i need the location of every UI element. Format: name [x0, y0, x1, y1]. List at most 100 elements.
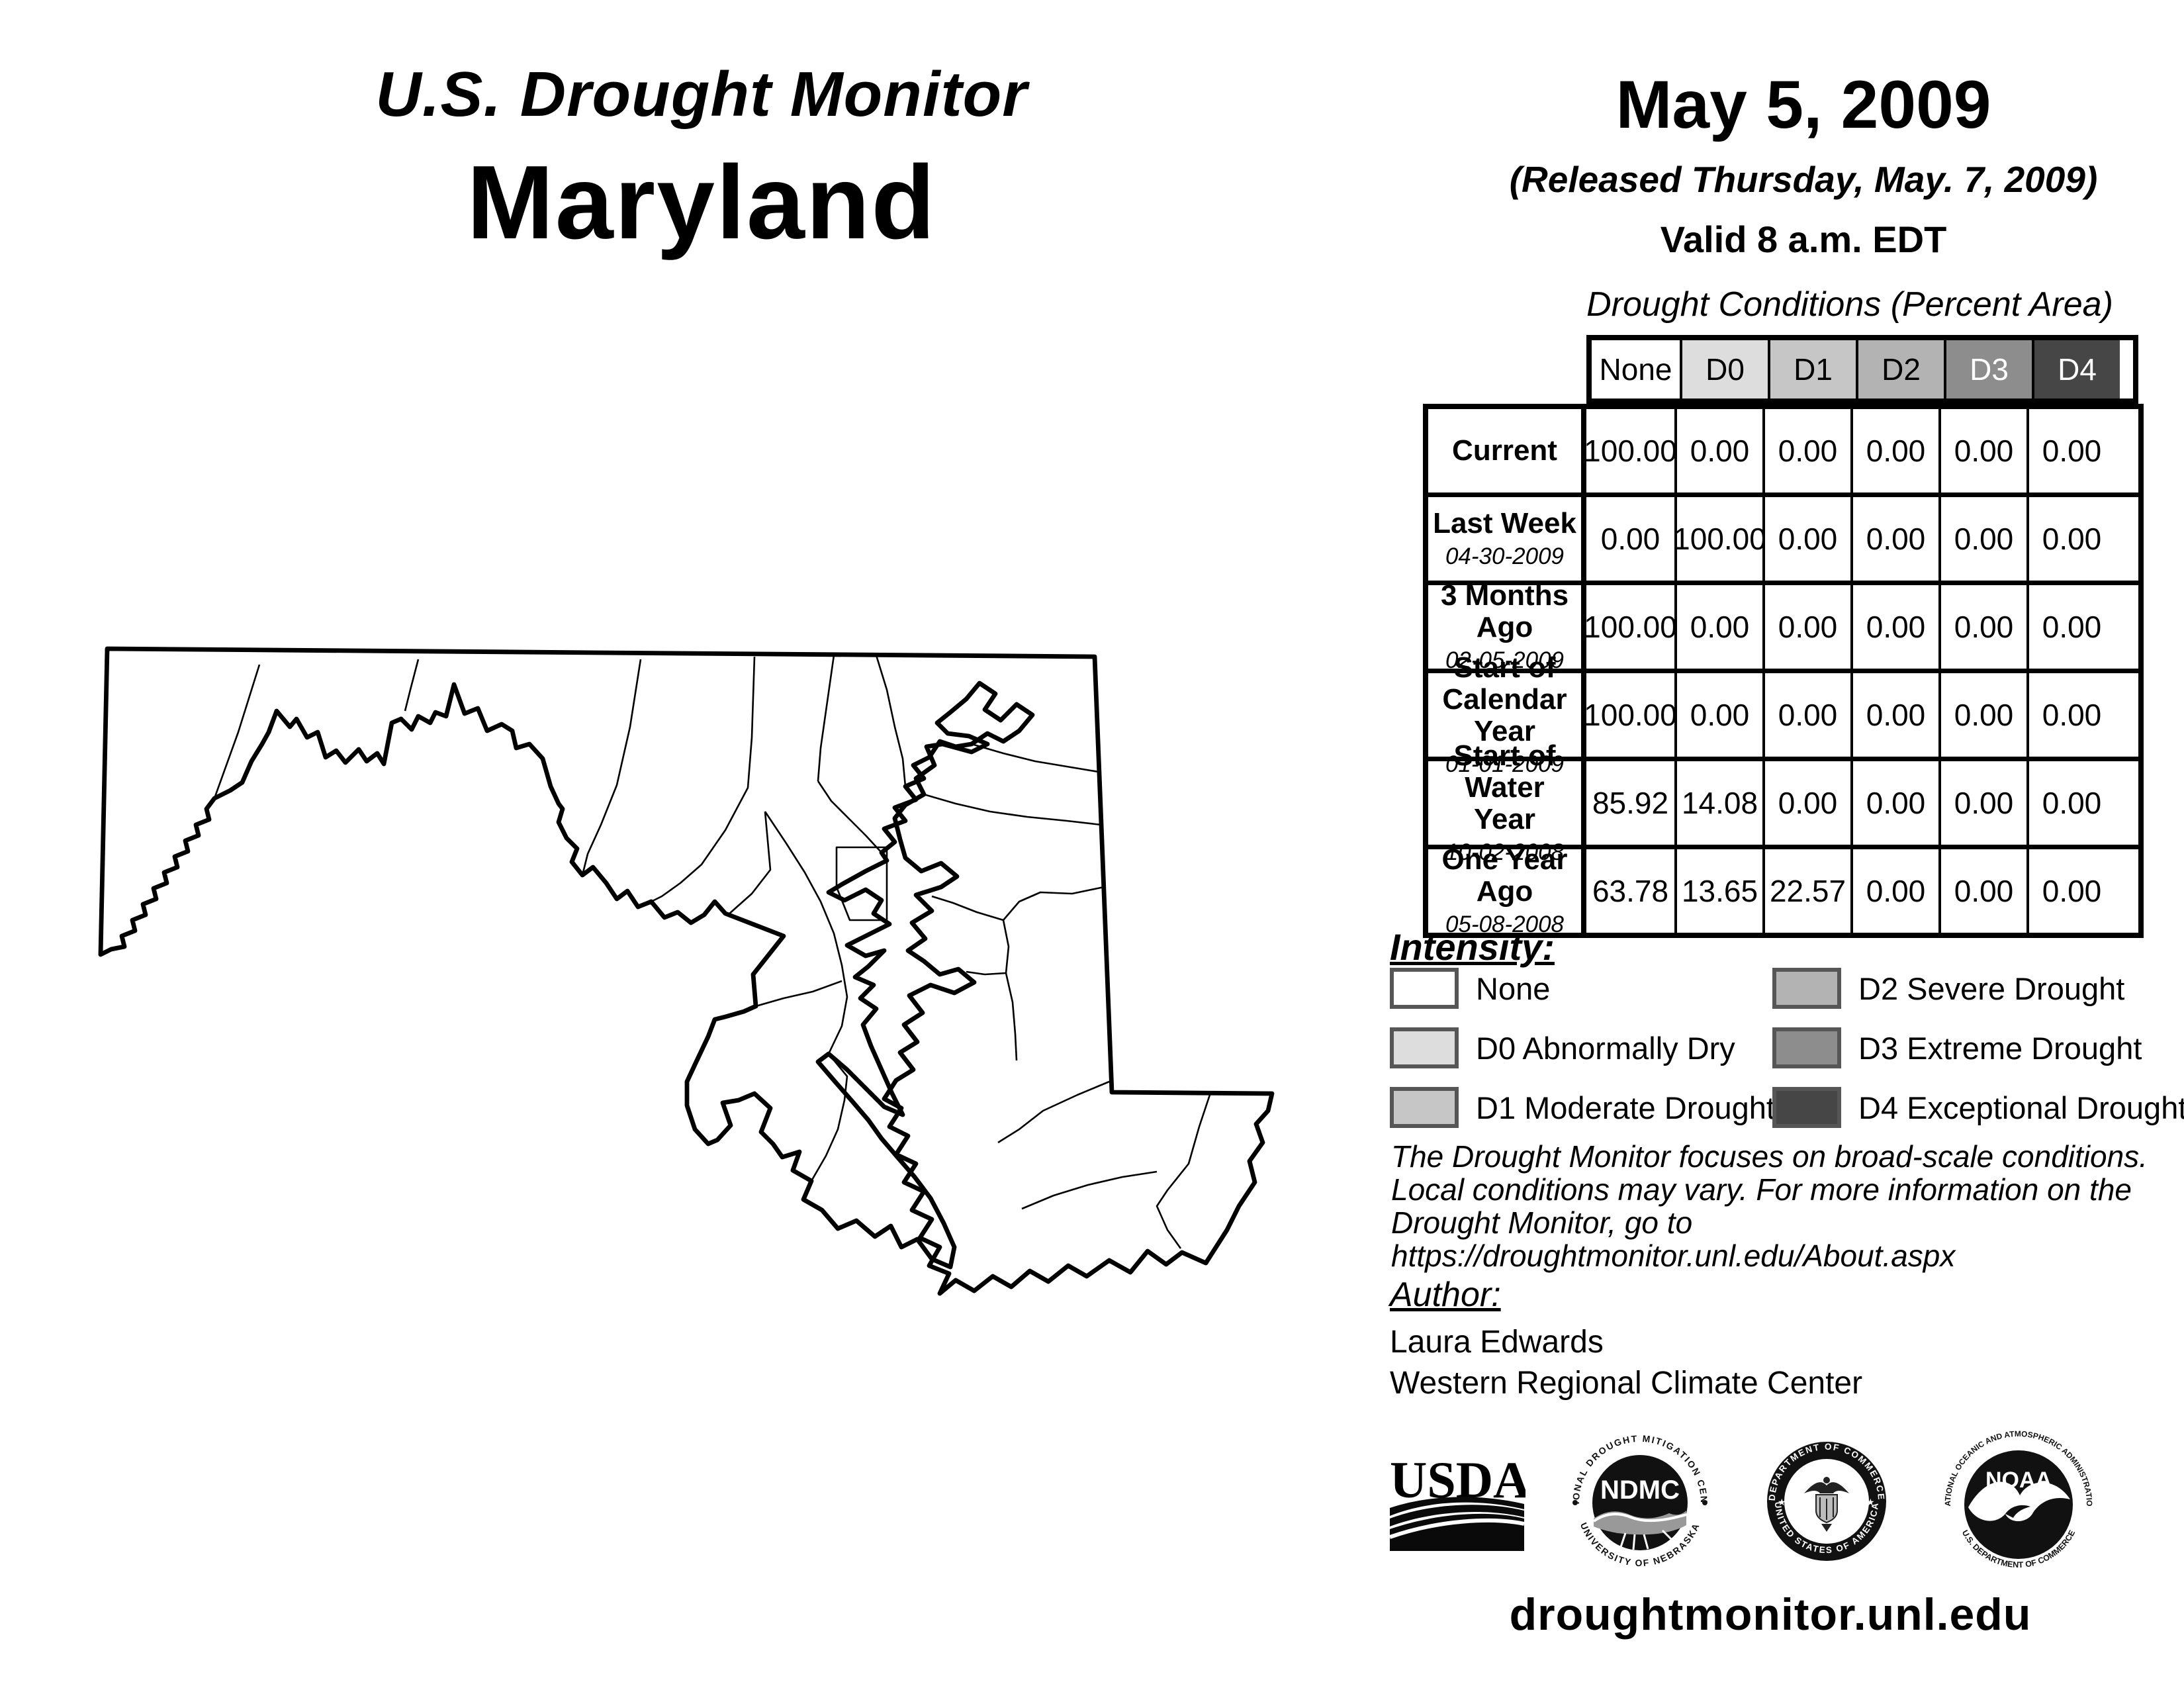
legend-label: D4 Exceptional Drought — [1858, 1090, 2184, 1125]
table-row: Current 100.00 0.00 0.00 0.00 0.00 0.00 — [1428, 409, 2138, 492]
percent-area-value: 0.00 — [1938, 673, 2026, 757]
table-title: Drought Conditions (Percent Area) — [1586, 285, 2113, 324]
legend-item: D0 Abnormally Dry — [1390, 1027, 1775, 1068]
release-date: (Released Thursday, May. 7, 2009) — [1509, 159, 2098, 200]
legend-column-left: None D0 Abnormally Dry D1 Moderate Drought — [1390, 968, 1775, 1147]
usda-logo: USDA — [1389, 1451, 1530, 1554]
percent-area-value: 0.00 — [1762, 585, 1850, 669]
disclaimer-line: Drought Monitor, go to https://droughtmo… — [1391, 1205, 1956, 1273]
percent-area-value: 0.00 — [1674, 673, 1762, 757]
disclaimer-text: The Drought Monitor focuses on broad-sca… — [1391, 1140, 2179, 1272]
noaa-logo-svg: NATIONAL OCEANIC AND ATMOSPHERIC ADMINIS… — [1929, 1419, 2094, 1570]
page-title: U.S. Drought Monitor — [375, 59, 1028, 130]
footer-url: droughtmonitor.unl.edu — [1509, 1589, 2032, 1640]
author-heading: Author: — [1390, 1276, 1501, 1314]
percent-area-value: 0.00 — [1674, 409, 1762, 492]
percent-area-value: 22.57 — [1762, 849, 1850, 933]
commerce-seal-svg: DEPARTMENT OF COMMERCE UNITED STATES OF … — [1767, 1442, 1886, 1561]
table-row: Start of Calendar Year 01-01-2009 100.00 0.… — [1428, 652, 2138, 777]
percent-area-value: 0.00 — [1938, 497, 2026, 581]
percent-area-value: 14.08 — [1674, 761, 1762, 845]
table-row: Last Week 04-30-2009 0.00 100.00 0.00 0.00 0.0… — [1428, 492, 2138, 581]
region-title: Maryland — [467, 144, 936, 261]
percent-area-value: 0.00 — [1938, 409, 2026, 492]
author-organization: Western Regional Climate Center — [1390, 1366, 1863, 1401]
table-row: Start of Water Year 10-02-2008 85.92 14.08 0… — [1428, 740, 2138, 865]
legend-item: D2 Severe Drought — [1772, 968, 2184, 1009]
percent-area-value: 0.00 — [2026, 409, 2115, 492]
legend-swatch — [1390, 1087, 1459, 1128]
percent-area-value: 0.00 — [2026, 849, 2115, 933]
author-name: Laura Edwards — [1390, 1325, 1604, 1360]
percent-area-value: 85.92 — [1592, 786, 1669, 820]
commerce-seal-logo: DEPARTMENT OF COMMERCE UNITED STATES OF … — [1755, 1423, 1898, 1582]
table-header-row: None D0 D1 D2 D3 D4 — [1586, 335, 2138, 404]
legend-item: D3 Extreme Drought — [1772, 1027, 2184, 1068]
percent-area-value: 0.00 — [1762, 409, 1850, 492]
row-label: Current — [1428, 409, 1586, 492]
table-column-header-d0: D0 — [1680, 340, 1768, 399]
legend-column-right: D2 Severe Drought D3 Extreme Drought D4 Ex… — [1772, 968, 2184, 1147]
percent-area-value: 13.65 — [1674, 849, 1762, 933]
valid-time: Valid 8 a.m. EDT — [1660, 218, 1947, 260]
percent-area-value: 100.00 — [1584, 610, 1677, 644]
ndmc-logo: NATIONAL DROUGHT MITIGATION CENTER UNIVE… — [1566, 1416, 1710, 1583]
percent-area-value: 0.00 — [1674, 585, 1762, 669]
percent-area-value: 0.00 — [2026, 673, 2115, 757]
row-label: 3 Months Ago 02-05-2009 — [1428, 580, 1586, 673]
legend-swatch — [1772, 1027, 1841, 1068]
ndmc-center-text: NDMC — [1600, 1476, 1680, 1505]
disclaimer-line: The Drought Monitor focuses on broad-sca… — [1391, 1139, 2148, 1174]
state-outline — [98, 646, 1275, 1296]
row-label: Last Week 04-30-2009 — [1428, 497, 1586, 581]
percent-area-value: 100.00 — [1673, 497, 1766, 581]
legend-label: D3 Extreme Drought — [1858, 1030, 2142, 1066]
table-body: Current 100.00 0.00 0.00 0.00 0.00 0.00 Last We… — [1423, 404, 2144, 938]
intensity-heading: Intensity: — [1390, 926, 1555, 968]
title-block: U.S. Drought Monitor Maryland — [285, 58, 1118, 263]
row-label: Start of Water Year 10-02-2008 — [1428, 740, 1586, 865]
legend-swatch — [1390, 968, 1459, 1009]
noaa-logo: NATIONAL OCEANIC AND ATMOSPHERIC ADMINIS… — [1929, 1419, 2106, 1585]
percent-area-value: 100.00 — [1584, 434, 1677, 468]
legend-swatch — [1772, 1087, 1841, 1128]
table-row: 3 Months Ago 02-05-2009 100.00 0.00 0.00 0.00… — [1428, 580, 2138, 673]
usda-logo-svg: USDA — [1389, 1451, 1530, 1551]
table-column-header-none: None — [1592, 340, 1680, 399]
legend-swatch — [1772, 968, 1841, 1009]
percent-area-value: 0.00 — [1762, 761, 1850, 845]
legend-label: D2 Severe Drought — [1858, 970, 2125, 1006]
map-date: May 5, 2009 — [1615, 67, 1991, 142]
doc-star-right: ★ — [1866, 1497, 1875, 1507]
percent-area-value: 0.00 — [1850, 849, 1938, 933]
legend-label: None — [1476, 970, 1551, 1006]
table-column-header-d1: D1 — [1768, 340, 1856, 399]
percent-area-value: 100.00 — [1584, 698, 1677, 732]
percent-area-value: 0.00 — [1762, 673, 1850, 757]
percent-area-value: 0.00 — [1938, 761, 2026, 845]
legend-label: D1 Moderate Drought — [1476, 1090, 1775, 1125]
maryland-drought-map — [93, 616, 1297, 1331]
percent-area-value: 0.00 — [2026, 497, 2115, 581]
percent-area-value: 0.00 — [1850, 761, 1938, 845]
row-label: Start of Calendar Year 01-01-2009 — [1428, 652, 1586, 777]
percent-area-value: 0.00 — [2026, 761, 2115, 845]
percent-area-value: 0.00 — [1850, 497, 1938, 581]
noaa-bird-shape — [1968, 1481, 2070, 1522]
percent-area-value: 0.00 — [1600, 522, 1661, 556]
table-column-header-d2: D2 — [1856, 340, 1944, 399]
legend-swatch — [1390, 1027, 1459, 1068]
percent-area-value: 0.00 — [2026, 585, 2115, 669]
conditions-table: None D0 D1 D2 D3 D4 Current 100.00 0.00 0.00 0.00… — [1423, 335, 2144, 938]
table-column-header-d4: D4 — [2032, 340, 2120, 399]
percent-area-value: 63.78 — [1592, 874, 1669, 908]
legend-item: D4 Exceptional Drought — [1772, 1087, 2184, 1128]
doc-star-left: ★ — [1778, 1497, 1786, 1507]
ndmc-logo-svg: NATIONAL DROUGHT MITIGATION CENTER UNIVE… — [1566, 1416, 1708, 1568]
percent-area-value: 0.00 — [1850, 585, 1938, 669]
table-column-header-d3: D3 — [1944, 340, 2032, 399]
percent-area-value: 0.00 — [1938, 585, 2026, 669]
table-row: One Year Ago 05-08-2008 63.78 13.65 22.57 0.0… — [1428, 844, 2138, 937]
disclaimer-line: Local conditions may vary. For more info… — [1391, 1172, 2132, 1207]
